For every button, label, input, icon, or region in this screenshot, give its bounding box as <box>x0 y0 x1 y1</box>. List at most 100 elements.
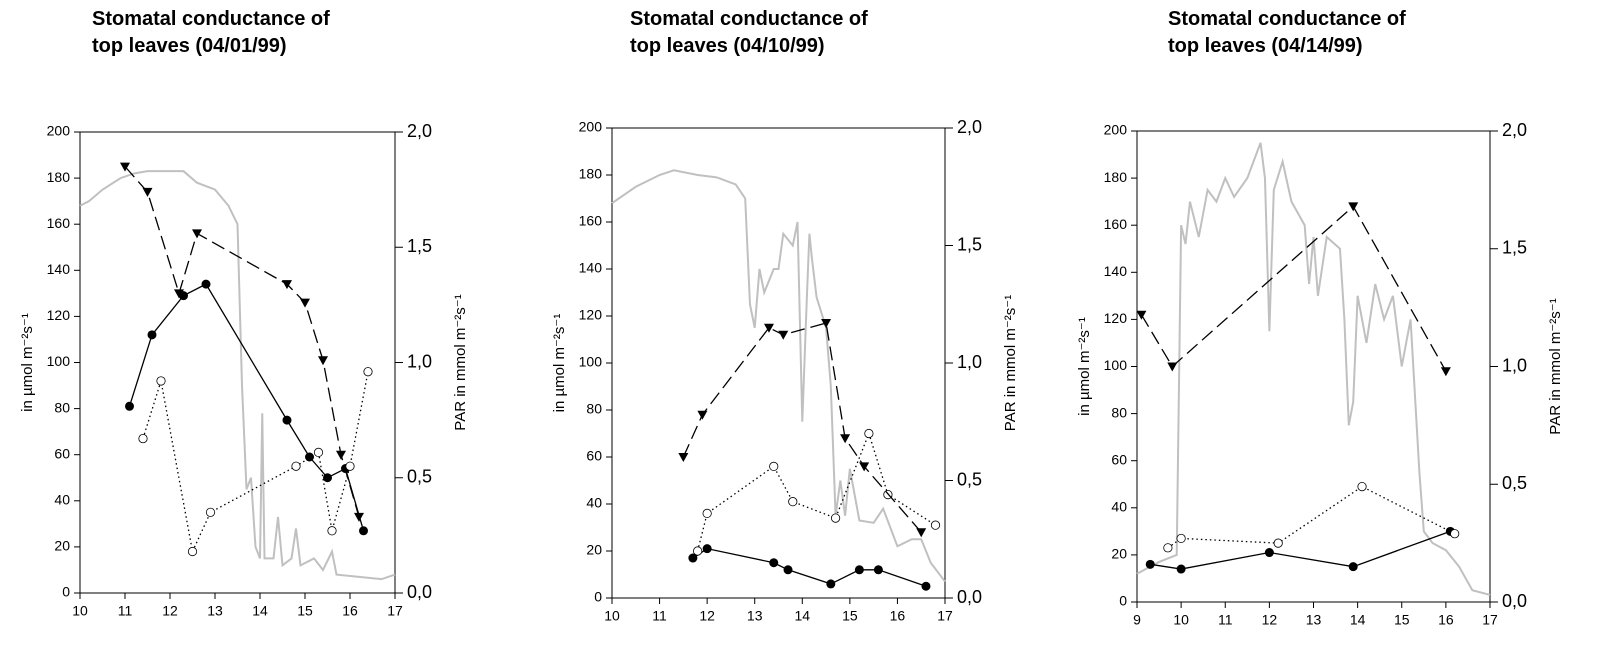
y-tick-label: 100 <box>47 353 71 369</box>
marker <box>1450 529 1460 539</box>
marker <box>205 507 216 517</box>
y2-tick-label: 2,0 <box>1502 120 1527 140</box>
marker <box>1264 548 1274 558</box>
y-tick-label: 140 <box>579 260 603 276</box>
plot-frame <box>79 131 396 594</box>
y2-tick-label: 1,5 <box>957 234 982 254</box>
x-tick-label: 11 <box>118 603 133 619</box>
y2-axis-label: PAR in mmol m⁻²s⁻¹ <box>1547 298 1564 434</box>
y-tick-label: 40 <box>1111 499 1127 515</box>
y-tick-label: 120 <box>579 307 603 323</box>
marker <box>778 330 789 340</box>
y2-tick-label: 0,0 <box>957 587 982 607</box>
marker <box>125 401 134 411</box>
plot-frame <box>611 127 946 599</box>
y-tick-label: 80 <box>54 399 70 415</box>
chart-title: Stomatal conductance of <box>92 8 330 30</box>
y2-tick-label: 1,0 <box>1502 355 1527 375</box>
marker <box>1163 543 1173 553</box>
marker <box>864 428 874 439</box>
marker <box>313 447 324 457</box>
x-tick-label: 16 <box>342 603 358 619</box>
chart-title: Stomatal conductance of <box>630 8 868 30</box>
x-tick-label: 12 <box>162 603 178 619</box>
y-tick-label: 180 <box>47 169 71 185</box>
marker <box>323 473 332 483</box>
marker <box>120 162 130 172</box>
marker <box>282 280 292 290</box>
series-line <box>682 322 922 533</box>
marker <box>147 330 157 340</box>
x-tick-label: 17 <box>1482 612 1498 628</box>
y-axis-label: in µmol m⁻²s⁻¹ <box>1076 317 1093 416</box>
marker <box>769 461 779 471</box>
marker <box>1145 559 1155 569</box>
marker <box>930 520 941 530</box>
marker <box>688 553 698 563</box>
x-tick-label: 12 <box>1262 612 1278 628</box>
x-tick-label: 14 <box>1350 612 1366 628</box>
series-line <box>1140 205 1447 372</box>
marker <box>763 323 774 333</box>
y-axis-label: in µmol m⁻²s⁻¹ <box>551 314 568 413</box>
y-axis-label: in µmol m⁻²s⁻¹ <box>19 313 36 412</box>
y-tick-label: 200 <box>47 123 71 139</box>
y2-tick-label: 0,5 <box>957 469 982 489</box>
y-tick-label: 100 <box>579 354 603 370</box>
marker <box>201 279 211 289</box>
series-line <box>696 431 936 552</box>
x-tick-label: 13 <box>207 603 223 619</box>
y-tick-label: 140 <box>47 261 71 277</box>
y2-tick-label: 2,0 <box>407 121 432 141</box>
marker <box>1348 562 1358 572</box>
y-tick-label: 140 <box>1104 263 1128 279</box>
marker <box>859 462 870 472</box>
marker <box>783 565 793 575</box>
y-tick-label: 200 <box>1104 122 1128 138</box>
marker <box>300 298 310 308</box>
marker <box>1136 310 1147 320</box>
marker <box>142 187 153 197</box>
marker <box>354 512 364 522</box>
marker <box>345 461 355 471</box>
x-tick-label: 10 <box>72 603 88 619</box>
series-line <box>1167 485 1455 549</box>
marker <box>187 546 198 557</box>
marker <box>359 526 368 536</box>
marker <box>788 497 798 507</box>
x-tick-label: 10 <box>1173 612 1189 628</box>
y-tick-label: 160 <box>579 213 603 229</box>
y-tick-label: 80 <box>1111 404 1127 420</box>
marker <box>1273 538 1283 548</box>
y-tick-label: 200 <box>579 119 603 135</box>
x-tick-label: 17 <box>387 603 403 619</box>
y-tick-label: 20 <box>54 538 70 554</box>
marker <box>1348 202 1359 212</box>
y2-tick-label: 0,0 <box>1502 591 1527 611</box>
chart-title: top leaves (04/01/99) <box>92 35 287 57</box>
marker <box>138 433 148 444</box>
y-tick-label: 20 <box>586 542 602 558</box>
x-tick-label: 17 <box>937 608 953 624</box>
marker <box>318 356 328 366</box>
marker <box>697 410 708 420</box>
y-tick-label: 120 <box>1104 310 1128 326</box>
y-tick-label: 60 <box>1111 451 1127 467</box>
x-tick-label: 9 <box>1133 612 1141 628</box>
y2-tick-label: 0,0 <box>407 582 432 602</box>
marker <box>336 450 346 460</box>
marker <box>854 565 864 575</box>
marker <box>678 453 689 462</box>
series-line <box>692 547 927 587</box>
y2-tick-label: 2,0 <box>957 117 982 137</box>
y2-tick-label: 0,5 <box>1502 473 1527 493</box>
marker <box>702 544 712 554</box>
x-tick-label: 16 <box>1438 612 1454 628</box>
y2-tick-label: 1,5 <box>1502 238 1527 258</box>
panel: Stomatal conductance of top leaves (04/10… <box>551 8 1019 624</box>
marker <box>769 558 779 568</box>
marker <box>1440 367 1451 377</box>
x-tick-label: 15 <box>297 603 313 619</box>
y-tick-label: 160 <box>47 215 71 231</box>
